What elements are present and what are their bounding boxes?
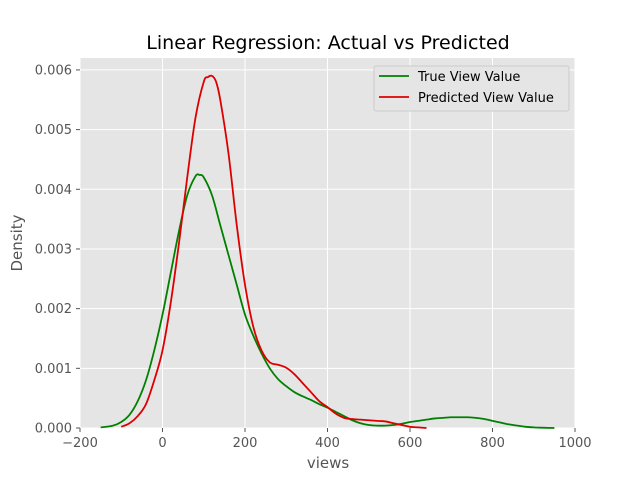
y-axis-label: Density — [8, 214, 26, 271]
x-axis-label: views — [307, 454, 350, 472]
x-tick-label: 600 — [398, 436, 423, 451]
y-tick-label: 0.002 — [35, 302, 72, 317]
x-axis-ticks: −200 0 200 400 600 800 1000 — [62, 428, 592, 451]
y-tick-label: 0.000 — [35, 422, 72, 437]
series-line-predicted-view-value — [120, 74, 427, 429]
legend-box — [373, 65, 570, 112]
y-tick-label: 0.003 — [35, 242, 72, 257]
y-tick-label: 0.001 — [35, 362, 72, 377]
series-layer — [100, 74, 555, 429]
x-tick-label: 1000 — [558, 436, 591, 451]
y-axis-ticks: 0.000 0.001 0.002 0.003 0.004 0.005 0.006 — [35, 63, 80, 437]
y-tick-label: 0.004 — [35, 183, 72, 198]
legend-label-predicted-view-value: Predicted View Value — [418, 91, 554, 106]
legend-label-true-view-value: True View Value — [417, 70, 520, 85]
x-tick-label: 0 — [158, 436, 166, 451]
y-tick-label: 0.005 — [35, 123, 72, 138]
x-tick-label: 400 — [315, 436, 340, 451]
x-tick-label: 800 — [480, 436, 505, 451]
chart-title: Linear Regression: Actual vs Predicted — [146, 32, 509, 54]
y-tick-label: 0.006 — [35, 63, 72, 78]
legend: True View Value Predicted View Value — [373, 65, 570, 112]
series-line-true-view-value — [100, 173, 555, 429]
x-tick-label: 200 — [233, 436, 258, 451]
x-tick-label: −200 — [62, 436, 98, 451]
